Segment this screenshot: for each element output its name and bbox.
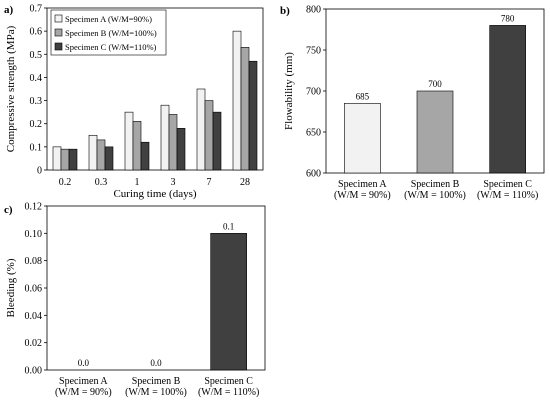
x-tick-label-line: Specimen A bbox=[59, 376, 108, 387]
bar bbox=[132, 121, 142, 171]
bar bbox=[176, 128, 186, 171]
y-tick-label: 0.3 bbox=[30, 96, 43, 107]
x-tick-label: Specimen B (W/M = 100%) bbox=[125, 376, 187, 398]
y-tick-label: 0.10 bbox=[25, 229, 43, 240]
bar bbox=[140, 141, 150, 171]
y-tick-label: 0.00 bbox=[25, 366, 43, 377]
data-label: 780 bbox=[501, 13, 515, 23]
x-tick-label-line: (W/M = 110%) bbox=[477, 190, 538, 201]
data-label: 0.1 bbox=[223, 221, 234, 231]
x-tick-label: Specimen C (W/M = 110%) bbox=[198, 376, 259, 398]
data-label: 700 bbox=[428, 79, 442, 89]
x-tick-label-line: Specimen C bbox=[483, 179, 532, 190]
y-tick-label: 0.4 bbox=[30, 73, 43, 84]
legend-swatch bbox=[54, 28, 63, 37]
x-tick-label-line: (W/M = 100%) bbox=[404, 190, 466, 201]
x-tick-label-line: (W/M = 90%) bbox=[55, 387, 112, 398]
y-tick-label: 0.2 bbox=[30, 119, 43, 130]
x-tick-label: 0.2 bbox=[59, 177, 72, 188]
bar bbox=[240, 47, 250, 171]
bar bbox=[204, 100, 214, 171]
x-tick-label-line: Specimen A bbox=[338, 179, 387, 190]
data-label: 0.0 bbox=[78, 358, 90, 368]
y-tick-label: 0.04 bbox=[25, 311, 43, 322]
bar bbox=[96, 139, 106, 171]
y-tick-label: 600 bbox=[306, 169, 321, 180]
x-tick-label: 28 bbox=[240, 177, 250, 188]
x-axis-label: Curing time (days) bbox=[113, 188, 196, 200]
panel-a-compressive-strength-chart: a) 0 0.1 0.2 0.3 0.4 0.5 0.6 0.7 Compressive str… bbox=[4, 4, 264, 200]
legend-label: Specimen A (W/M=90%) bbox=[65, 14, 152, 24]
x-tick-label: 3 bbox=[171, 177, 176, 188]
y-tick-label: 0.12 bbox=[25, 202, 43, 213]
x-tick-label-line: Specimen B bbox=[132, 376, 181, 387]
bar bbox=[248, 60, 258, 171]
legend-label: Specimen B (W/M=100%) bbox=[65, 28, 157, 38]
bar bbox=[232, 30, 242, 171]
x-tick-label: 1 bbox=[135, 177, 140, 188]
legend-swatch bbox=[54, 14, 63, 23]
legend: Specimen A (W/M=90%) Specimen B (W/M=100%… bbox=[50, 9, 167, 56]
bar bbox=[489, 25, 526, 174]
x-tick-label: 7 bbox=[207, 177, 212, 188]
y-axis-label: Compressive strength (MPa) bbox=[5, 25, 17, 152]
x-tick-label: Specimen C (W/M = 110%) bbox=[477, 179, 538, 201]
y-axis-label: Bleeding (%) bbox=[5, 258, 17, 317]
data-label: 0.0 bbox=[150, 358, 162, 368]
bar bbox=[212, 111, 222, 171]
y-axis-label: Flowability (mm) bbox=[283, 52, 295, 130]
x-tick-label: Specimen A (W/M = 90%) bbox=[334, 179, 391, 201]
bar bbox=[168, 114, 178, 171]
bar bbox=[416, 90, 454, 174]
legend-label: Specimen C (W/M=110%) bbox=[65, 42, 157, 52]
y-tick-label: 0.7 bbox=[30, 4, 43, 15]
x-tick-label-line: (W/M = 90%) bbox=[334, 190, 391, 201]
bar bbox=[210, 233, 247, 371]
y-tick-label: 0.1 bbox=[30, 142, 43, 153]
bar bbox=[104, 146, 114, 171]
x-tick-label-line: Specimen C bbox=[204, 376, 253, 387]
legend-frame bbox=[50, 9, 167, 56]
legend-swatch bbox=[54, 42, 63, 51]
bar bbox=[68, 148, 78, 171]
y-tick-label: 0 bbox=[37, 166, 42, 177]
bar bbox=[124, 111, 134, 171]
panel-b-flowability-chart: b) 600 650 700 750 800 Flowability (mm) 685 Spe… bbox=[280, 5, 545, 201]
x-tick-label: Specimen A (W/M = 90%) bbox=[55, 376, 112, 398]
y-tick-label: 750 bbox=[306, 46, 321, 57]
x-tick-label-line: (W/M = 110%) bbox=[198, 387, 259, 398]
y-tick-label: 0.08 bbox=[25, 256, 43, 267]
y-tick-label: 0.6 bbox=[30, 27, 43, 38]
bar bbox=[196, 88, 206, 171]
bar bbox=[344, 103, 381, 174]
bar bbox=[88, 134, 98, 171]
panel-b-label: b) bbox=[280, 5, 290, 17]
bar bbox=[160, 104, 170, 171]
x-tick-label-line: (W/M = 100%) bbox=[125, 387, 187, 398]
plot-frame bbox=[46, 7, 264, 171]
y-tick-label: 0.06 bbox=[25, 284, 43, 295]
panel-a-label: a) bbox=[4, 4, 14, 16]
y-tick-label: 800 bbox=[306, 5, 321, 16]
panel-c-label: c) bbox=[4, 204, 13, 216]
panel-c-bleeding-chart: c) 0.00 0.02 0.04 0.06 0.08 0.10 0.12 Bleeding … bbox=[4, 202, 266, 398]
x-tick-label: Specimen B (W/M = 100%) bbox=[404, 179, 466, 201]
x-tick-label-line: Specimen B bbox=[411, 179, 460, 190]
bar bbox=[52, 146, 62, 171]
data-label: 685 bbox=[356, 91, 370, 101]
y-tick-label: 0.02 bbox=[25, 338, 43, 349]
x-tick-label: 0.3 bbox=[95, 177, 108, 188]
bar bbox=[60, 148, 70, 171]
y-tick-label: 700 bbox=[306, 87, 321, 98]
y-tick-label: 650 bbox=[306, 128, 321, 139]
y-tick-label: 0.5 bbox=[30, 50, 43, 61]
